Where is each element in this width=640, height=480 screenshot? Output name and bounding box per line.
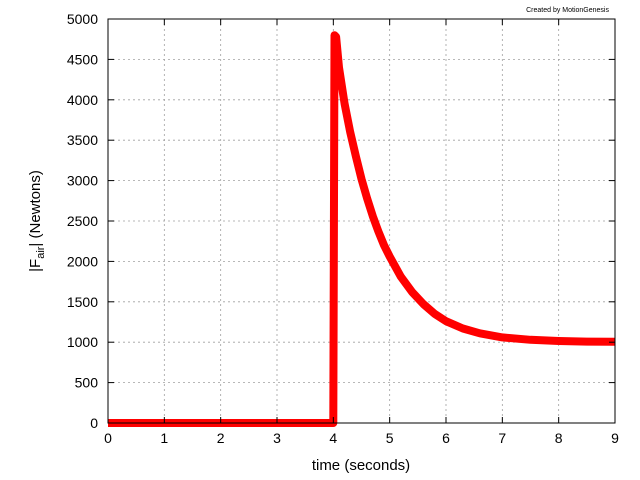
y-axis-label-subscript: air: [35, 246, 47, 259]
x-tick-label: 5: [386, 430, 394, 446]
x-axis-label: time (seconds): [312, 457, 410, 474]
x-tick-label: 9: [611, 430, 619, 446]
y-tick-label: 4500: [67, 51, 98, 67]
x-tick-label: 6: [442, 430, 450, 446]
y-axis-label: |Fair| (Newtons): [27, 170, 47, 272]
x-tick-label: 4: [329, 430, 337, 446]
y-tick-label: 0: [90, 415, 98, 431]
y-tick-label: 1000: [67, 334, 98, 350]
y-tick-label: 5000: [67, 11, 98, 27]
series-layer: [108, 31, 616, 427]
x-tick-label: 0: [104, 430, 112, 446]
x-tick-label: 1: [160, 430, 168, 446]
x-tick-label: 8: [555, 430, 563, 446]
series-line: [108, 31, 616, 427]
x-tick-label: 2: [217, 430, 225, 446]
x-tick-label: 7: [498, 430, 506, 446]
y-axis-label-suffix: | (Newtons): [27, 170, 44, 246]
y-tick-label: 3000: [67, 173, 98, 189]
y-axis-label-prefix: |F: [27, 259, 44, 272]
y-tick-label: 4000: [67, 92, 98, 108]
y-tick-label: 500: [75, 375, 99, 391]
y-tick-label: 3500: [67, 132, 98, 148]
y-tick-label: 2000: [67, 253, 98, 269]
grid-lines: [108, 19, 615, 423]
credit-text: Created by MotionGenesis: [526, 7, 609, 14]
y-tick-labels: 0 500 1000 1500 2000 2500 3000 3500 4000 4500 5000: [67, 11, 98, 431]
x-tick-labels: 0 1 2 3 4 5 6 7 8 9: [104, 430, 619, 446]
y-tick-label: 2500: [67, 213, 98, 229]
axis-ticks: [107, 18, 616, 424]
x-tick-label: 3: [273, 430, 281, 446]
y-tick-label: 1500: [67, 294, 98, 310]
